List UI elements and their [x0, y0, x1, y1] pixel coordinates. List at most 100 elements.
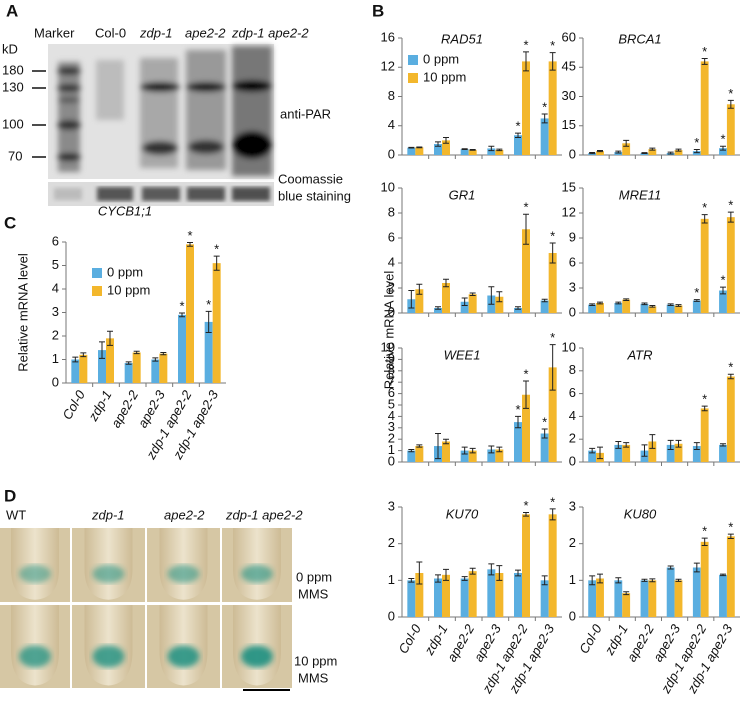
lane-label: zdp-1 — [139, 25, 173, 40]
error-bar — [72, 356, 79, 363]
error-bar — [408, 448, 415, 453]
gus-stain — [19, 645, 51, 668]
bar — [468, 571, 477, 617]
bar — [522, 394, 530, 462]
y-tick-label: 3 — [569, 498, 576, 513]
bar — [514, 135, 522, 155]
error-bar — [435, 574, 441, 583]
bar — [159, 353, 168, 383]
bar — [460, 301, 469, 313]
bar — [648, 149, 657, 155]
legend-swatch — [408, 73, 418, 83]
root — [11, 528, 59, 600]
error-bar — [541, 113, 548, 124]
y-tick-label: 0 — [569, 608, 576, 623]
error-bar — [125, 361, 132, 365]
error-bar — [727, 373, 734, 380]
y-tick-label: 9 — [388, 351, 395, 366]
error-bar — [693, 442, 700, 450]
error-bar — [693, 299, 700, 302]
error-bar — [589, 447, 596, 454]
chart-title: KU80 — [624, 506, 657, 521]
error-bar — [693, 149, 700, 154]
bar — [407, 147, 416, 155]
y-tick-label: 0 — [569, 304, 576, 319]
root — [84, 528, 133, 600]
bar — [487, 569, 496, 617]
error-bar — [496, 565, 503, 581]
significance-mark: * — [694, 285, 699, 300]
error-bar — [469, 447, 476, 454]
error-bar — [549, 52, 556, 71]
bar — [548, 514, 557, 617]
error-bar — [461, 148, 468, 151]
legend-swatch — [92, 286, 102, 296]
panel-label: A — [6, 1, 18, 20]
marker-label: 130 — [2, 79, 24, 94]
y-tick-label: 10 — [562, 339, 576, 354]
bar — [614, 444, 623, 462]
root — [159, 605, 208, 686]
bar — [719, 148, 727, 155]
error-bar — [205, 310, 212, 333]
error-bar — [623, 139, 630, 147]
y-tick-label: 3 — [52, 304, 59, 319]
error-bar — [667, 303, 674, 306]
error-bar — [597, 301, 604, 305]
root — [233, 528, 281, 600]
stain-label: Coomassie — [278, 171, 343, 186]
error-bar — [549, 242, 556, 264]
genotype-label: WT — [6, 507, 26, 522]
y-tick-label: 4 — [388, 408, 395, 423]
root — [233, 605, 281, 686]
root-images: WT zdp-1 ape2-2 zdp-1 ape2-2 0 ppm MMS 1… — [0, 507, 337, 691]
error-bar — [435, 141, 441, 147]
bar — [460, 450, 469, 462]
bar — [514, 308, 522, 313]
root — [84, 605, 133, 686]
bar — [596, 578, 604, 617]
error-bar — [641, 152, 648, 154]
bar — [648, 580, 657, 617]
error-bar — [469, 292, 476, 296]
significance-mark: * — [550, 330, 555, 345]
bar — [700, 541, 709, 617]
bar — [588, 580, 597, 617]
bar — [666, 304, 675, 313]
bar — [648, 306, 657, 313]
error-bar — [488, 286, 495, 305]
gus-stain — [19, 564, 51, 583]
error-bar — [549, 508, 556, 521]
marker-label: 100 — [2, 116, 24, 131]
legend-label: 10 ppm — [107, 282, 150, 297]
y-tick-label: 10 — [381, 179, 395, 194]
significance-mark: * — [214, 242, 219, 257]
error-bar — [541, 575, 548, 586]
chart-title: KU70 — [446, 506, 479, 521]
y-tick-label: 0 — [388, 608, 395, 623]
error-bar — [523, 380, 529, 409]
bar — [648, 441, 657, 462]
bar — [548, 61, 557, 155]
chart-title: RAD51 — [441, 31, 483, 46]
error-bar — [615, 440, 622, 449]
bar — [700, 218, 709, 313]
significance-mark: * — [728, 520, 733, 535]
treatment-label: MMS — [298, 670, 329, 685]
legend-label: 10 ppm — [423, 69, 466, 84]
bar — [692, 446, 701, 462]
bar — [692, 567, 701, 617]
chart-title: GR1 — [449, 187, 476, 202]
y-tick-label: 9 — [569, 229, 576, 244]
bar — [719, 290, 727, 313]
error-bar — [649, 578, 656, 583]
antibody-label: anti-PAR — [280, 106, 331, 121]
bar — [719, 444, 727, 462]
bar — [596, 303, 604, 313]
y-tick-label: 0 — [569, 146, 576, 161]
legend-swatch — [92, 268, 102, 278]
bar — [726, 376, 735, 462]
error-bar — [727, 533, 734, 540]
y-tick-label: 0 — [388, 453, 395, 468]
